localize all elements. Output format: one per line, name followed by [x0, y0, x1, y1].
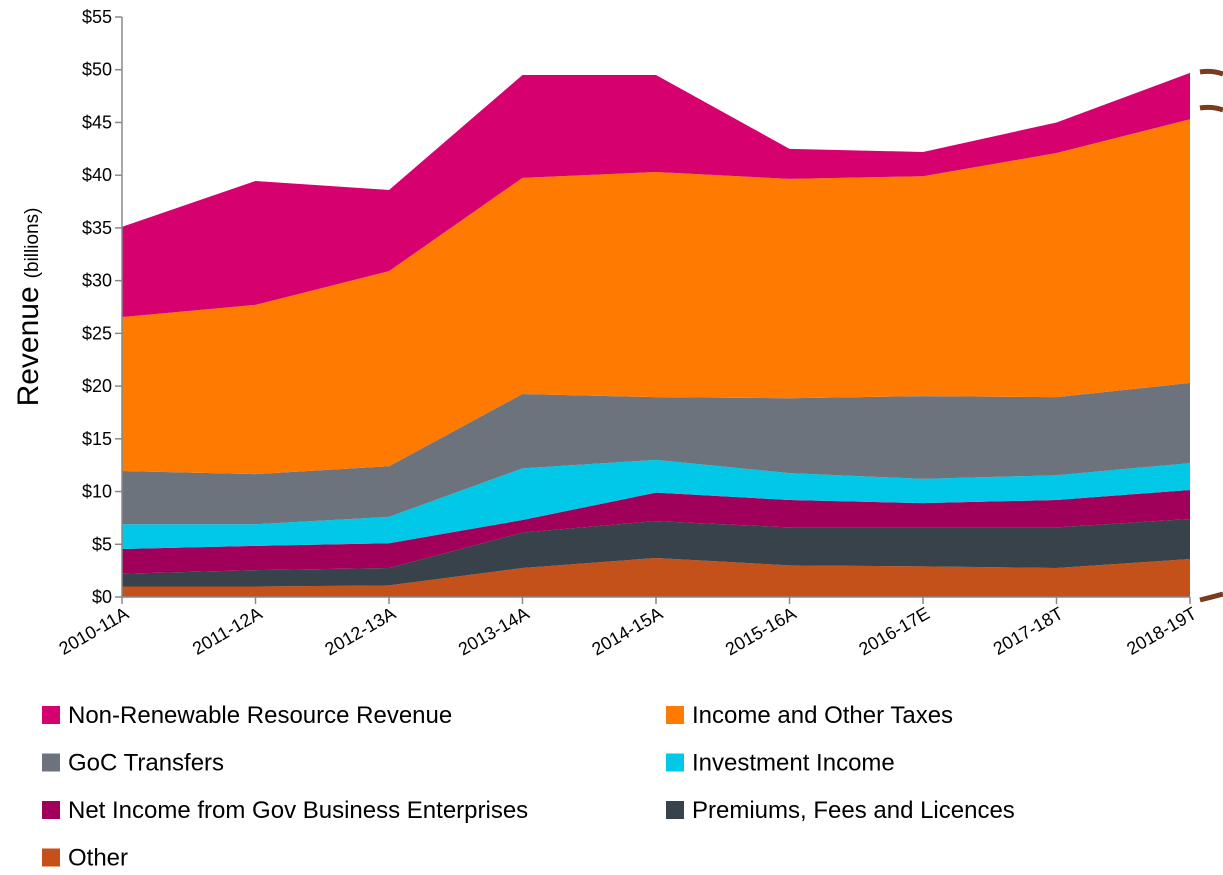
y-tick-label: $20	[82, 376, 112, 396]
y-axis-title: Revenue	[12, 286, 45, 406]
area	[122, 459, 1190, 550]
area	[122, 72, 1190, 318]
y-tick-label: $0	[92, 587, 112, 607]
y-tick-label: $10	[82, 482, 112, 502]
legend-label: GoC Transfers	[68, 750, 224, 777]
legend-swatch	[42, 801, 60, 819]
legend-label: Investment Income	[692, 750, 895, 777]
y-tick-label: $50	[82, 60, 112, 80]
legend-label: Income and Other Taxes	[692, 702, 953, 729]
legend-label: Net Income from Gov Business Enterprises	[68, 797, 528, 824]
legend-swatch	[42, 706, 60, 724]
area	[122, 489, 1190, 574]
y-tick-label: $55	[82, 7, 112, 27]
legend-label: Other	[68, 845, 128, 872]
legend-swatch	[666, 753, 684, 772]
legend-swatch	[666, 706, 684, 724]
legend-swatch	[666, 801, 684, 819]
x-tick-label: 2013-14A	[455, 603, 533, 659]
legend-swatch	[42, 753, 60, 772]
x-tick-label: 2011-12A	[189, 603, 265, 659]
area	[122, 557, 1190, 597]
area	[122, 518, 1190, 587]
x-tick-label: 2017-18T	[990, 603, 1067, 659]
x-tick-label: 2012-13A	[321, 603, 399, 659]
y-axis-unit: (billions)	[22, 208, 43, 279]
area	[122, 382, 1190, 525]
y-tick-label: $30	[82, 271, 112, 291]
y-tick-label: $5	[92, 534, 112, 554]
x-tick-label: 2010-11A	[56, 603, 132, 659]
legend-label: Premiums, Fees and Licences	[692, 797, 1015, 824]
x-tick-label: 2018-19T	[1123, 603, 1200, 659]
y-tick-label: $40	[82, 165, 112, 185]
x-tick-label: 2014-15A	[588, 603, 666, 659]
y-tick-label: $35	[82, 218, 112, 238]
x-tick-label: 2015-16A	[722, 603, 800, 659]
area	[122, 119, 1190, 475]
x-tick-label: 2016-17E	[855, 603, 933, 659]
y-tick-label: $15	[82, 429, 112, 449]
legend-swatch	[42, 848, 60, 867]
y-tick-label: $45	[82, 112, 112, 132]
y-tick-label: $25	[82, 323, 112, 343]
y-axis-label: Revenue (billions)	[12, 208, 45, 407]
bracket-decoration	[1199, 68, 1223, 603]
legend-label: Non-Renewable Resource Revenue	[68, 702, 452, 729]
